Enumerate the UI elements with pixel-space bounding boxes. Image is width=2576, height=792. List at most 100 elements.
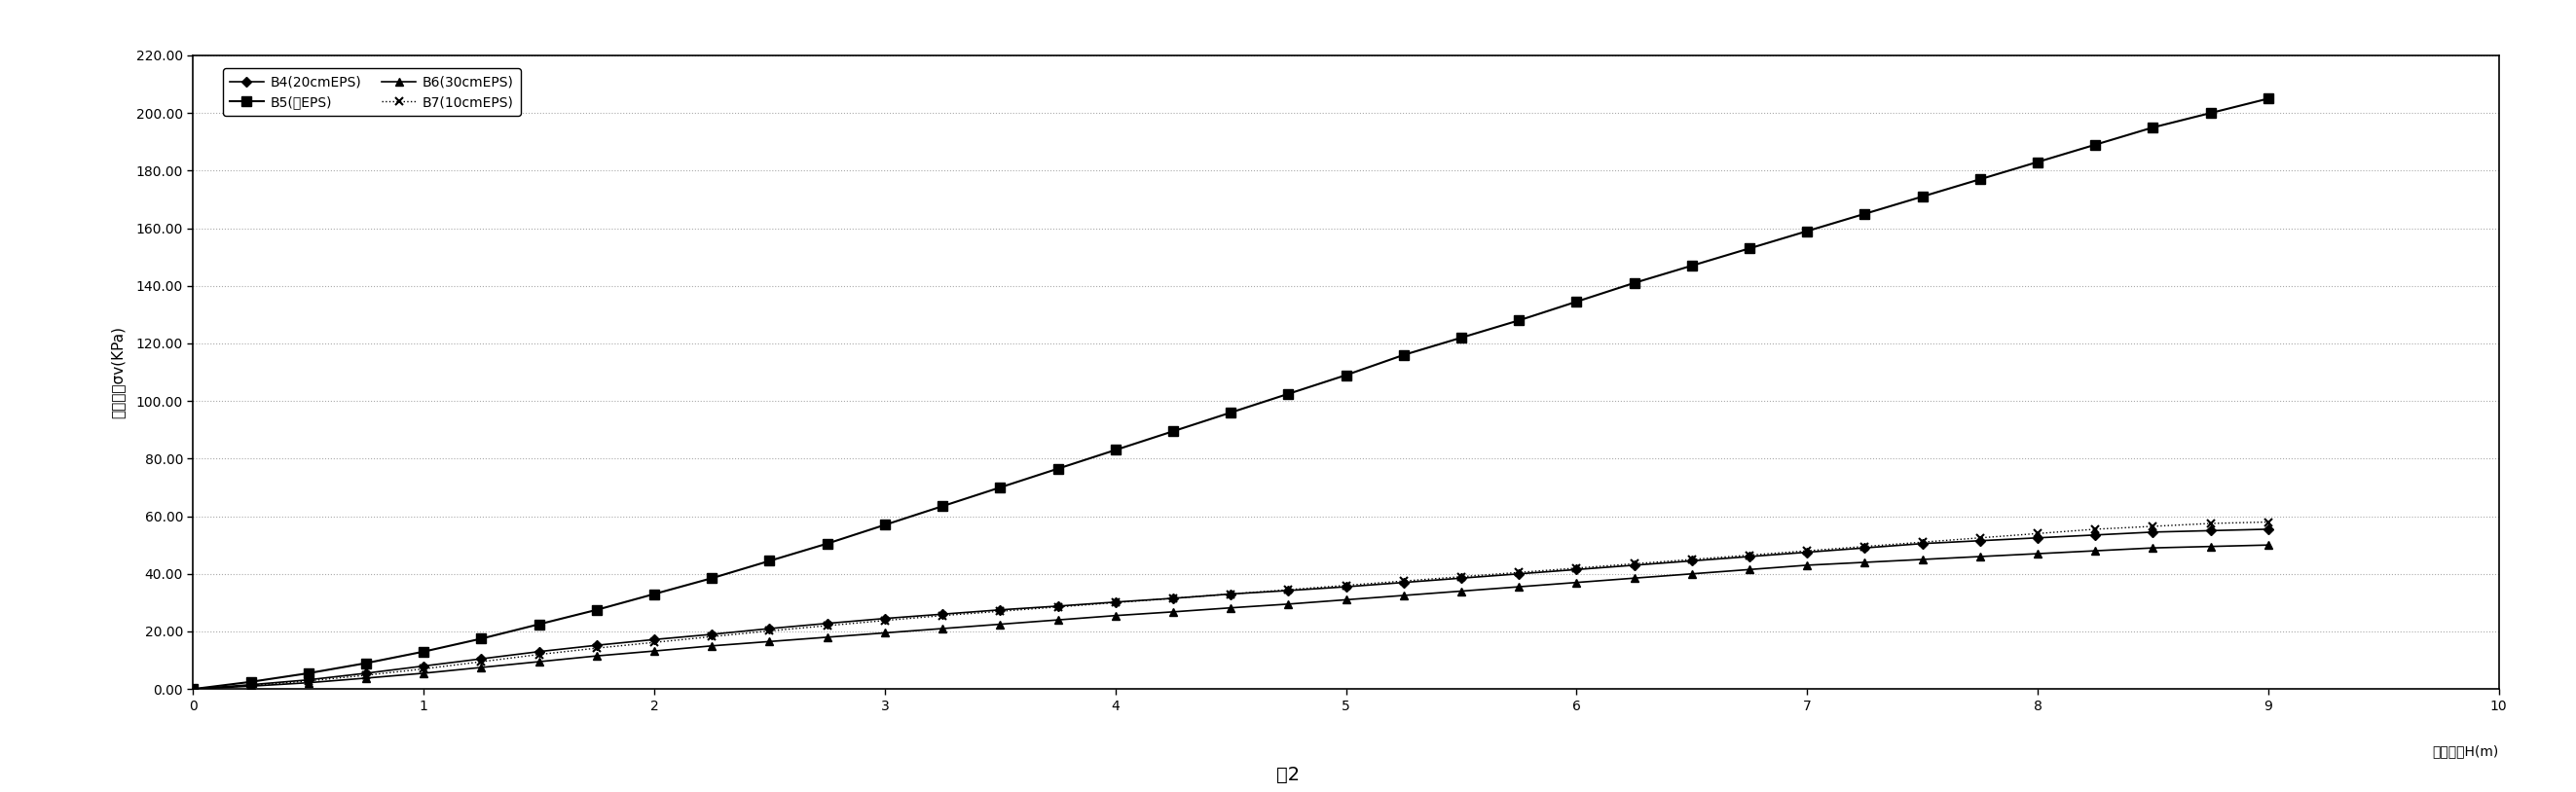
B7(10cmEPS) [1734,550,1765,560]
B4(20cmEPS) [1906,539,1937,548]
B7(10cmEPS) [178,684,209,694]
B7(10cmEPS) [639,638,670,647]
Line: B5(无EPS): B5(无EPS) [188,94,2272,694]
B6(30cmEPS) [1445,586,1476,596]
B4(20cmEPS) [696,630,726,639]
B5(无EPS) [2251,94,2282,104]
B7(10cmEPS) [1043,602,1074,611]
B6(30cmEPS) [234,681,265,691]
B6(30cmEPS) [871,628,902,638]
B5(无EPS) [1157,427,1188,436]
B4(20cmEPS) [1273,586,1303,596]
B7(10cmEPS) [1445,572,1476,581]
B4(20cmEPS) [1043,601,1074,611]
B6(30cmEPS) [178,684,209,694]
B4(20cmEPS) [871,614,902,623]
B4(20cmEPS) [1100,597,1131,607]
Y-axis label: 垂直压力σv(KPa): 垂直压力σv(KPa) [111,326,126,418]
Text: 填土高度H(m): 填土高度H(m) [2432,744,2499,758]
B5(无EPS) [696,573,726,583]
B4(20cmEPS) [350,668,381,678]
B7(10cmEPS) [984,607,1015,616]
B5(无EPS) [871,520,902,530]
B6(30cmEPS) [1793,561,1824,570]
B5(无EPS) [350,658,381,668]
B5(无EPS) [1677,261,1708,270]
B7(10cmEPS) [1965,533,1996,543]
B5(无EPS) [1332,371,1363,380]
B7(10cmEPS) [1157,593,1188,603]
B5(无EPS) [1793,227,1824,236]
B6(30cmEPS) [407,668,438,678]
B4(20cmEPS) [1216,589,1247,599]
B5(无EPS) [178,684,209,694]
B6(30cmEPS) [1965,552,1996,562]
B7(10cmEPS) [1332,581,1363,590]
B4(20cmEPS) [1504,569,1535,579]
B5(无EPS) [523,619,554,629]
B6(30cmEPS) [696,641,726,650]
B7(10cmEPS) [1850,542,1880,551]
B5(无EPS) [1445,333,1476,342]
B7(10cmEPS) [755,626,786,636]
B4(20cmEPS) [2079,530,2110,539]
B6(30cmEPS) [755,637,786,646]
B5(无EPS) [1504,316,1535,326]
B4(20cmEPS) [2195,526,2226,535]
B4(20cmEPS) [178,684,209,694]
B5(无EPS) [1100,445,1131,455]
B5(无EPS) [2022,158,2053,167]
B6(30cmEPS) [1216,603,1247,612]
B5(无EPS) [811,539,842,548]
B6(30cmEPS) [1273,600,1303,609]
B7(10cmEPS) [2079,524,2110,534]
B4(20cmEPS) [984,605,1015,615]
B4(20cmEPS) [1561,565,1592,574]
B6(30cmEPS) [350,673,381,683]
B7(10cmEPS) [350,671,381,680]
B6(30cmEPS) [523,657,554,666]
B6(30cmEPS) [1388,591,1419,600]
Line: B4(20cmEPS): B4(20cmEPS) [191,526,2272,692]
B7(10cmEPS) [1504,568,1535,577]
B7(10cmEPS) [1793,546,1824,555]
B6(30cmEPS) [1157,607,1188,617]
B7(10cmEPS) [523,649,554,659]
B6(30cmEPS) [582,651,613,661]
B6(30cmEPS) [1043,615,1074,625]
B5(无EPS) [1216,408,1247,417]
B6(30cmEPS) [1734,565,1765,574]
B6(30cmEPS) [639,646,670,656]
B4(20cmEPS) [1618,561,1649,570]
B6(30cmEPS) [1850,558,1880,567]
B4(20cmEPS) [639,634,670,644]
B4(20cmEPS) [407,661,438,671]
B5(无EPS) [1273,389,1303,398]
B6(30cmEPS) [2251,540,2282,550]
B7(10cmEPS) [1561,563,1592,573]
B5(无EPS) [2079,140,2110,150]
B4(20cmEPS) [1850,543,1880,553]
B4(20cmEPS) [755,624,786,634]
B7(10cmEPS) [2195,519,2226,528]
B7(10cmEPS) [466,657,497,666]
B5(无EPS) [1388,350,1419,360]
B4(20cmEPS) [1388,577,1419,587]
B7(10cmEPS) [811,621,842,630]
B7(10cmEPS) [407,664,438,674]
B5(无EPS) [639,589,670,599]
B7(10cmEPS) [234,681,265,691]
B4(20cmEPS) [1965,536,1996,546]
B4(20cmEPS) [1677,556,1708,565]
B6(30cmEPS) [2022,549,2053,558]
B4(20cmEPS) [294,675,325,684]
B6(30cmEPS) [466,663,497,672]
B6(30cmEPS) [2195,542,2226,551]
B6(30cmEPS) [984,619,1015,629]
B4(20cmEPS) [234,680,265,690]
B7(10cmEPS) [871,615,902,625]
B6(30cmEPS) [2079,546,2110,555]
B5(无EPS) [407,647,438,657]
B6(30cmEPS) [1332,595,1363,604]
B4(20cmEPS) [1445,573,1476,583]
